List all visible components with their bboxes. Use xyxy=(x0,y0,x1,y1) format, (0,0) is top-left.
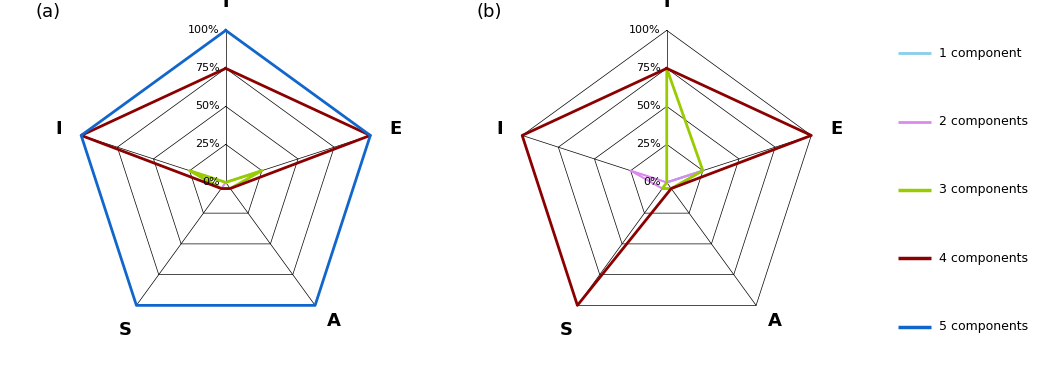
Text: S: S xyxy=(119,321,131,339)
Text: 100%: 100% xyxy=(188,25,219,35)
Text: 25%: 25% xyxy=(636,139,660,149)
Text: A: A xyxy=(768,312,781,330)
Text: 1 component: 1 component xyxy=(939,47,1022,60)
Text: E: E xyxy=(390,120,401,138)
Text: (a): (a) xyxy=(36,3,61,21)
Text: T: T xyxy=(660,0,673,11)
Text: I: I xyxy=(497,120,503,138)
Text: E: E xyxy=(831,120,842,138)
Text: 2 components: 2 components xyxy=(939,115,1028,128)
Text: S: S xyxy=(560,321,572,339)
Text: 50%: 50% xyxy=(636,101,660,111)
Text: 25%: 25% xyxy=(195,139,219,149)
Text: 75%: 75% xyxy=(195,63,219,73)
Text: T: T xyxy=(219,0,232,11)
Text: 3 components: 3 components xyxy=(939,184,1028,196)
Text: 0%: 0% xyxy=(202,177,219,187)
Text: A: A xyxy=(327,312,340,330)
Text: 5 components: 5 components xyxy=(939,320,1028,333)
Text: 50%: 50% xyxy=(195,101,219,111)
Text: 0%: 0% xyxy=(643,177,660,187)
Text: 4 components: 4 components xyxy=(939,252,1028,265)
Text: I: I xyxy=(56,120,62,138)
Text: 100%: 100% xyxy=(629,25,660,35)
Text: (b): (b) xyxy=(477,3,502,21)
Text: 75%: 75% xyxy=(636,63,660,73)
